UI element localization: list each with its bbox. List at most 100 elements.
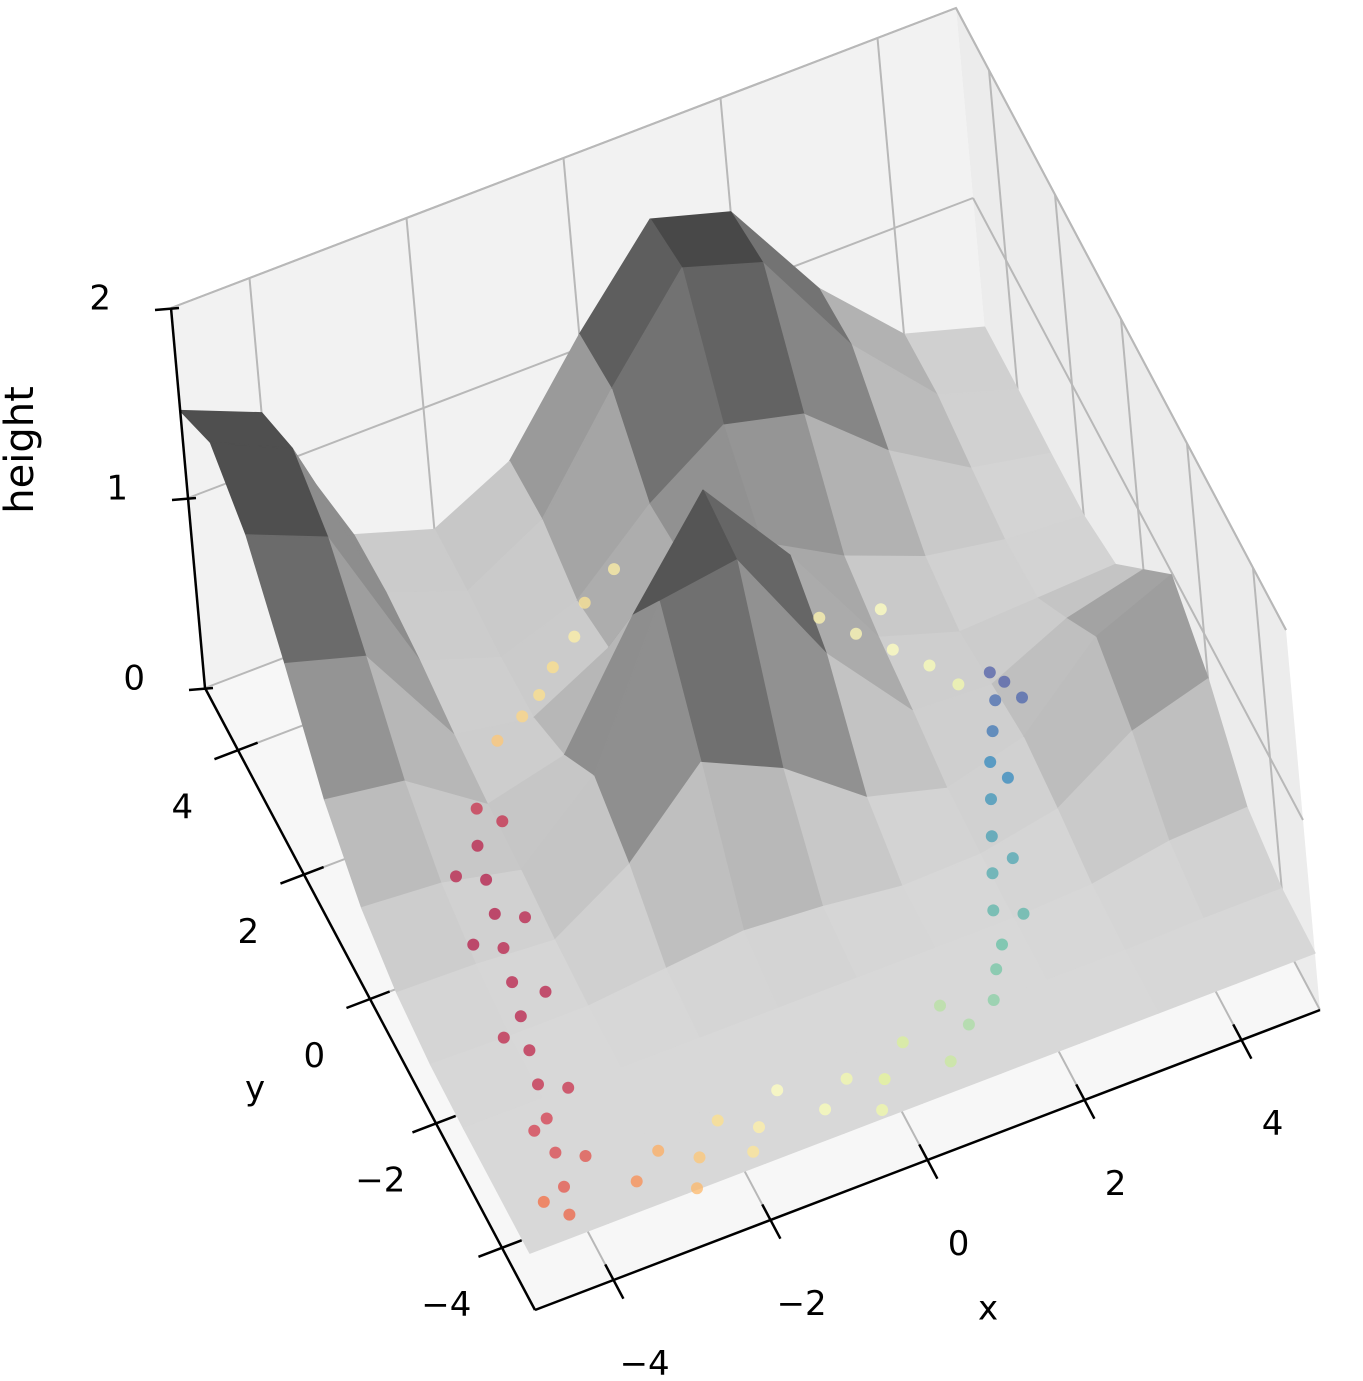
sample-point (491, 734, 504, 747)
sample-point (886, 643, 899, 656)
sample-point (1016, 691, 1028, 704)
z-axis-label: height (0, 386, 43, 514)
sample-point (952, 678, 965, 691)
sample-point (753, 1121, 765, 1134)
sample-point (962, 1018, 975, 1031)
sample-point (878, 1073, 891, 1086)
y-tick (346, 990, 391, 1010)
sample-point (549, 1146, 562, 1159)
y-tick-label: 0 (303, 1036, 325, 1076)
z-tick (171, 496, 197, 502)
sample-point (523, 1044, 536, 1057)
sample-point (546, 661, 559, 674)
samples (450, 563, 1030, 1221)
sample-point (537, 1195, 550, 1208)
sample-point (528, 1124, 541, 1137)
z-tick-label: 1 (106, 469, 128, 509)
sample-point (1006, 852, 1019, 865)
sample-point (813, 611, 826, 624)
pane-edge (170, 6, 1287, 631)
z-tick (188, 686, 214, 692)
y-tick-label: −2 (355, 1161, 405, 1201)
sample-point (470, 802, 483, 815)
sample-point (563, 1208, 576, 1221)
y-axis-label: y (245, 1069, 265, 1109)
sample-point (983, 666, 996, 679)
sample-point (558, 1180, 570, 1193)
sample-point (840, 1072, 853, 1085)
x-tick (1075, 1083, 1096, 1120)
x-tick (1232, 1023, 1253, 1060)
sample-point (568, 630, 581, 643)
sample-point (923, 659, 936, 672)
x-axis-label: x (978, 1289, 998, 1329)
sample-point (1017, 907, 1030, 920)
y-tick-label: 4 (171, 787, 193, 827)
z-tick (154, 306, 180, 312)
sample-point (998, 675, 1011, 688)
sample-point (711, 1114, 724, 1127)
sample-point (539, 985, 552, 998)
sample-point (989, 694, 1002, 707)
sample-point (514, 1010, 527, 1023)
y-tick (280, 865, 325, 885)
sample-point (876, 1104, 889, 1116)
y-tick-label: −4 (421, 1285, 471, 1325)
sample-point (608, 563, 620, 576)
axes: −4 −2 0 2 4 −4 −2 0 2 4 0 1 2 (89, 279, 1321, 1381)
y-tick (412, 1114, 457, 1134)
sample-point (496, 815, 509, 828)
x-tick-label: −2 (777, 1284, 827, 1324)
sample-point (771, 1084, 784, 1097)
sample-point (540, 1112, 553, 1125)
sample-point (467, 938, 480, 951)
sample-point (471, 839, 484, 852)
sample-point (874, 603, 887, 616)
x-tick-label: 4 (1262, 1104, 1284, 1144)
sample-point (519, 911, 531, 924)
x-tick-label: 0 (948, 1224, 970, 1264)
surface-patch (496, 1160, 610, 1254)
sample-point (652, 1144, 665, 1157)
sample-point (562, 1081, 575, 1094)
sample-point (533, 689, 546, 701)
sample-point (1001, 771, 1014, 784)
sample-point (516, 710, 529, 723)
z-tick-label: 0 (123, 659, 145, 699)
sample-point (497, 942, 510, 954)
sample-point (996, 938, 1008, 951)
sample-point (934, 999, 946, 1012)
x-tick-label: 2 (1105, 1164, 1127, 1204)
sample-point (819, 1103, 832, 1116)
sample-point (747, 1145, 760, 1158)
grid-line (972, 197, 1304, 821)
sample-point (986, 867, 999, 880)
y-tick (214, 741, 259, 761)
sample-point (497, 1031, 510, 1044)
sample-point (579, 1150, 592, 1162)
sample-point (944, 1055, 957, 1068)
sample-point (987, 904, 1000, 917)
sample-point (691, 1182, 703, 1195)
sample-point (986, 725, 999, 738)
sample-point (990, 963, 1003, 976)
z-tick-label: 2 (89, 279, 111, 319)
sample-point (850, 627, 862, 640)
sample-point (896, 1036, 909, 1049)
x-tick (918, 1143, 939, 1180)
sample-point (506, 976, 519, 989)
sample-point (450, 870, 462, 883)
sample-point (985, 793, 997, 806)
y-tick-label: 2 (237, 912, 259, 952)
x-tick (761, 1203, 782, 1240)
sample-point (578, 596, 591, 609)
sample-point (630, 1175, 643, 1188)
sample-point (488, 907, 501, 920)
sample-point (987, 994, 1000, 1006)
y-tick (478, 1239, 523, 1258)
x-tick-label: −4 (620, 1344, 670, 1381)
sample-point (693, 1151, 706, 1164)
sample-point (985, 830, 998, 843)
sample-point (532, 1078, 544, 1091)
